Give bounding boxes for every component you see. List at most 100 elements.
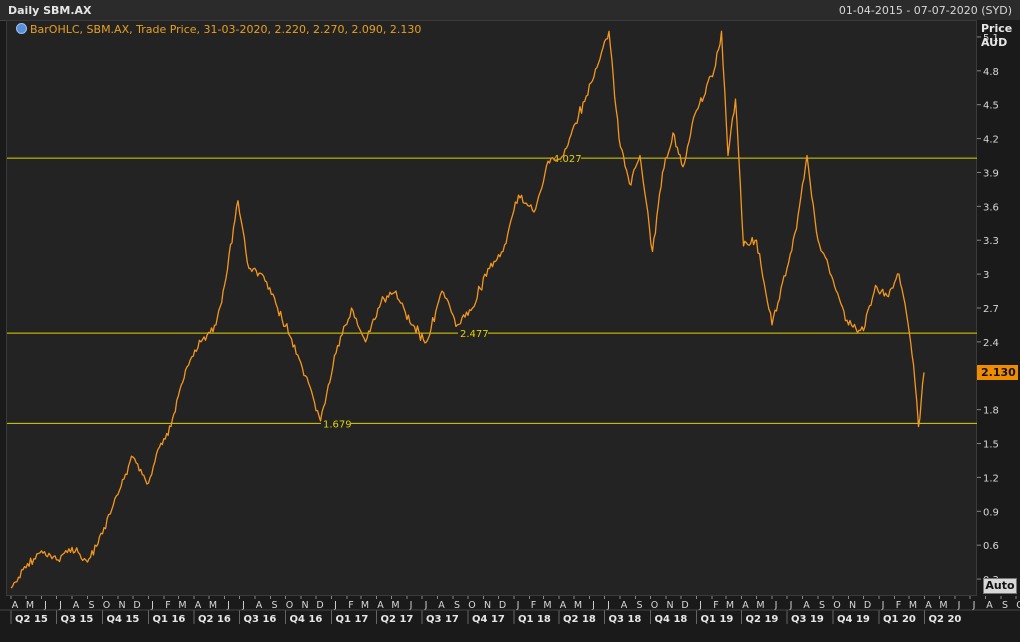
legend[interactable]: BarOHLC, SBM.AX, Trade Price, 31-03-2020… (16, 23, 421, 36)
x-quarter-label: Q2 18 (563, 614, 596, 625)
x-month-label: J (789, 600, 793, 611)
x-month-label: A (742, 600, 749, 611)
x-quarter-label: Q2 20 (929, 614, 962, 625)
x-month-label: J (774, 600, 778, 611)
x-quarter-label: Q2 19 (746, 614, 779, 625)
x-month-label: J (226, 600, 230, 611)
x-quarter-label: Q1 19 (701, 614, 734, 625)
y-tick-label: 4.2 (983, 135, 999, 146)
x-month-label: J (424, 600, 428, 611)
x-quarter-label: Q4 18 (655, 614, 688, 625)
date-range: 01-04-2015 - 07-07-2020 (SYD) (838, 4, 1012, 17)
x-month-label: A (925, 600, 932, 611)
x-quarter-label: Q1 17 (336, 614, 369, 625)
x-month-label: A (73, 600, 80, 611)
x-month-label: O (103, 600, 110, 611)
x-month-label: S (1002, 600, 1008, 611)
x-month-label: M (939, 600, 947, 611)
x-month-label: O (1016, 600, 1020, 611)
x-month-label: N (666, 600, 673, 611)
y-tick-label: 3.6 (983, 202, 999, 213)
x-month-label: M (361, 600, 369, 611)
x-month-label: M (26, 600, 34, 611)
x-month-label: J (957, 600, 961, 611)
x-month-label: J (241, 600, 245, 611)
x-quarter-label: Q3 17 (426, 614, 459, 625)
x-quarter-label: Q2 17 (381, 614, 414, 625)
auto-scale-button[interactable]: Auto (983, 578, 1017, 594)
x-month-label: M (756, 600, 764, 611)
x-month-label: F (348, 600, 353, 611)
x-month-label: J (409, 600, 413, 611)
x-month-label: D (499, 600, 506, 611)
x-quarter-label: Q2 16 (198, 614, 231, 625)
series-settings-icon[interactable] (16, 23, 27, 34)
chart-title: Daily SBM.AX (8, 4, 92, 17)
x-month-label: J (333, 600, 337, 611)
x-month-label: A (560, 600, 567, 611)
y-tick-label: 2.7 (983, 304, 999, 315)
y-tick-label: 1.5 (983, 440, 999, 451)
x-quarter-label: Q4 17 (472, 614, 505, 625)
x-quarter-label: Q4 19 (837, 614, 870, 625)
x-month-label: N (849, 600, 856, 611)
y-tick-label: 5.1 (983, 33, 999, 44)
y-tick-label: 4.8 (983, 67, 999, 78)
x-month-label: S (819, 600, 825, 611)
x-month-label: O (651, 600, 658, 611)
x-month-label: S (88, 600, 94, 611)
x-month-label: J (698, 600, 702, 611)
x-quarter-label: Q1 20 (883, 614, 916, 625)
x-month-label: A (195, 600, 202, 611)
y-tick-label: 2.4 (983, 338, 999, 349)
x-month-label: M (391, 600, 399, 611)
x-quarter-label: Q3 19 (791, 614, 824, 625)
x-month-label: N (484, 600, 491, 611)
y-tick-label: 3 (983, 270, 989, 281)
x-month-label: O (286, 600, 293, 611)
level-label: 2.477 (460, 329, 489, 340)
axis-title-currency: AUD (981, 36, 1008, 49)
level-label: 1.679 (323, 419, 352, 430)
y-tick-label: 0.6 (983, 541, 999, 552)
x-month-label: J (606, 600, 610, 611)
x-month-label: J (591, 600, 595, 611)
x-month-label: A (377, 600, 384, 611)
x-month-label: O (468, 600, 475, 611)
x-month-label: S (454, 600, 460, 611)
x-month-label: F (713, 600, 718, 611)
plot-area[interactable] (6, 20, 977, 596)
x-quarter-label: Q2 15 (15, 614, 48, 625)
x-month-label: J (58, 600, 62, 611)
x-month-label: F (165, 600, 170, 611)
y-tick-label: 3.3 (983, 236, 999, 247)
x-month-label: M (726, 600, 734, 611)
x-month-label: D (681, 600, 688, 611)
x-month-label: J (43, 600, 47, 611)
x-quarter-label: Q3 18 (609, 614, 642, 625)
x-month-label: A (803, 600, 810, 611)
price-series-line (10, 30, 925, 589)
x-month-label: J (150, 600, 154, 611)
y-tick-label: 3.9 (983, 168, 999, 179)
y-tick-label: 1.8 (983, 406, 999, 417)
price-axis[interactable] (977, 20, 1020, 596)
x-month-label: D (864, 600, 871, 611)
x-month-label: J (972, 600, 976, 611)
x-month-label: F (896, 600, 901, 611)
axis-title-price: Price (981, 22, 1013, 35)
x-month-label: N (301, 600, 308, 611)
legend-text: BarOHLC, SBM.AX, Trade Price, 31-03-2020… (30, 23, 422, 36)
x-month-label: M (178, 600, 186, 611)
level-label-bg (551, 152, 581, 165)
last-price-badge: 2.130 (977, 365, 1018, 380)
x-month-label: J (881, 600, 885, 611)
level-label-bg (458, 327, 488, 340)
x-quarter-label: Q1 16 (153, 614, 186, 625)
x-month-label: S (636, 600, 642, 611)
x-month-label: F (531, 600, 536, 611)
x-month-label: A (986, 600, 993, 611)
x-month-label: M (909, 600, 917, 611)
level-label: 4.027 (553, 154, 582, 165)
